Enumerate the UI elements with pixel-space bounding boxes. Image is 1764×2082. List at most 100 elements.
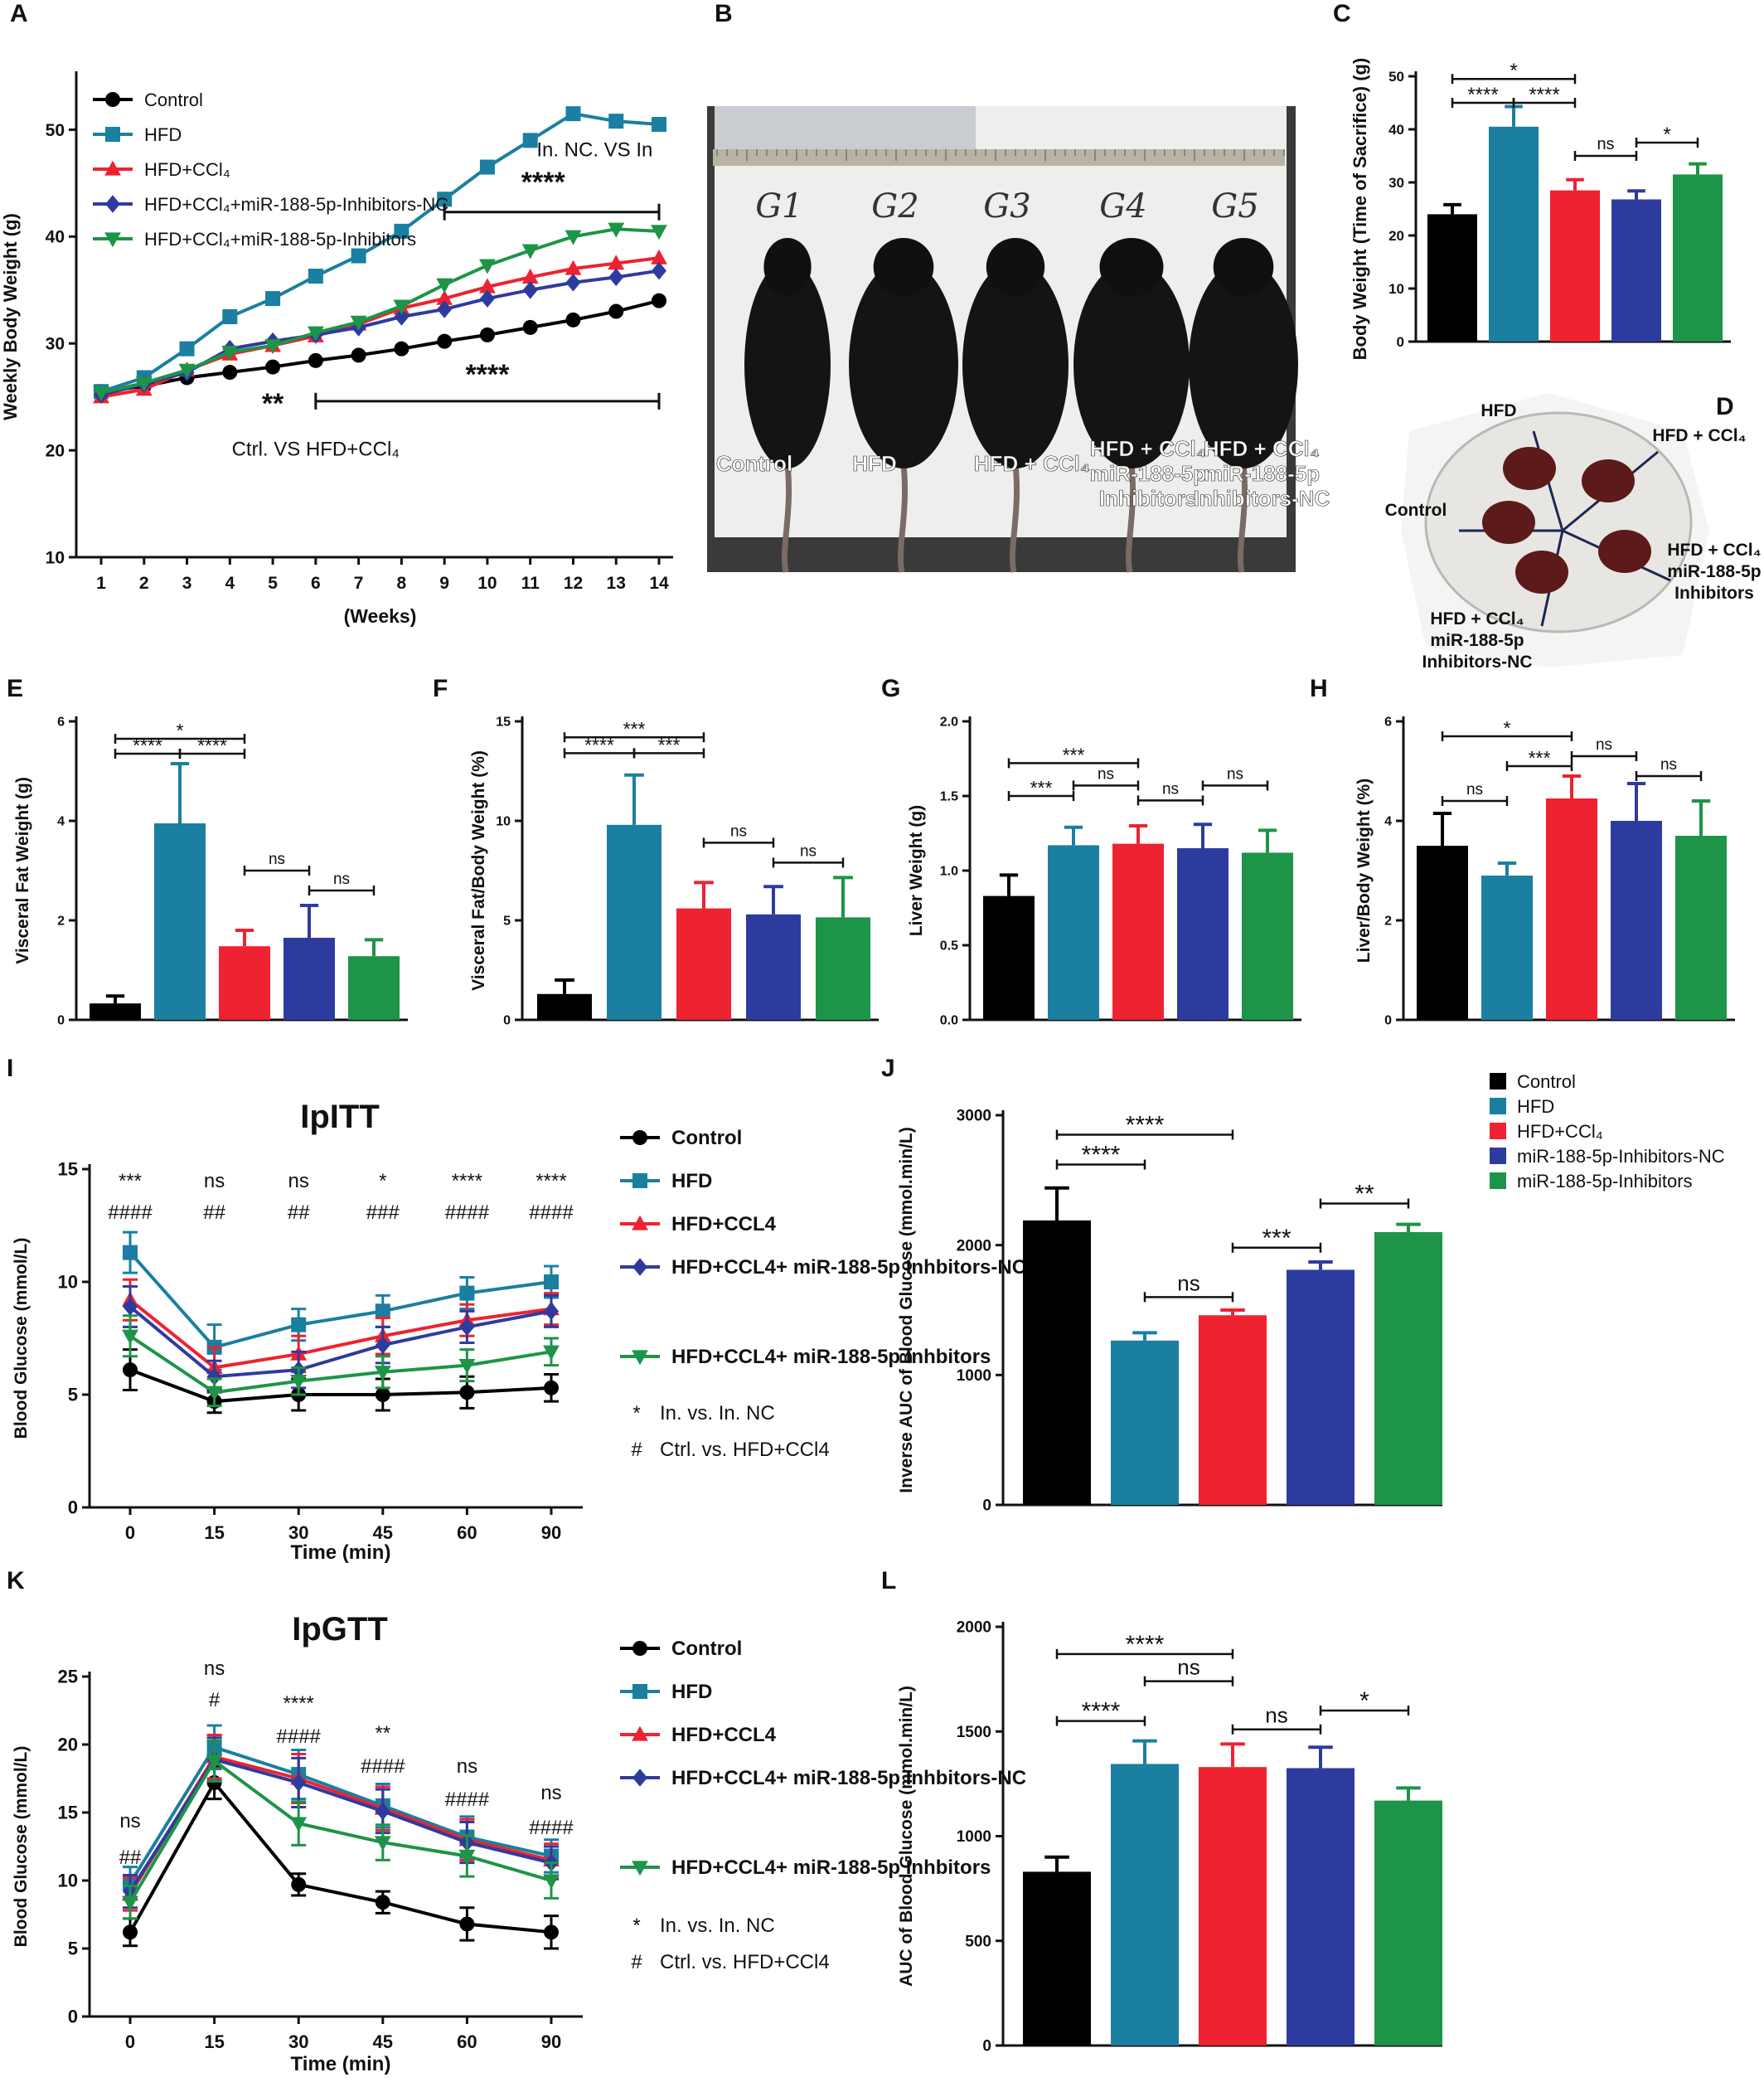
chart-K-hash-label: ####	[277, 1725, 322, 1748]
chart-A-y-tick-label: 10	[46, 548, 65, 567]
chart-I-series-line	[128, 1251, 552, 1350]
mouse-tail	[897, 463, 909, 573]
chart-A-data-point	[308, 352, 323, 368]
chart-K-hash-label: ##	[119, 1847, 142, 1869]
chart-C-y-tick-label: 20	[1388, 228, 1404, 244]
chart-I-star-label: ***	[119, 1170, 142, 1192]
plate-label-inhibitors-2: miR-188-5p	[1667, 562, 1761, 581]
chart-F-y-tick-label: 0	[503, 1014, 511, 1028]
chart-A-annotation: In. NC. VS In	[536, 139, 652, 162]
chart-I-legend-label: HFD+CCL4+ miR-188-5p Inhbitors-NC	[671, 1256, 1026, 1279]
chart-j-legend-swatch	[1490, 1172, 1506, 1189]
chart-H-bar	[1675, 836, 1727, 1020]
mouse-label: Control	[716, 451, 792, 476]
chart-A-x-tick-label: 2	[139, 574, 149, 593]
chart-H-bar	[1611, 821, 1662, 1020]
chart-I-data-point	[290, 1375, 308, 1390]
chart-L-bar	[1374, 1800, 1442, 2046]
chart-I-star-label: ns	[204, 1170, 225, 1192]
chart-I-legend-label: Control	[671, 1127, 742, 1149]
chart-L-sig-label: ****	[1082, 1698, 1121, 1725]
chart-E-bar	[90, 1003, 141, 1020]
plate-label-inhibitors-nc-1: HFD + CCl₄	[1430, 609, 1524, 628]
chart-I-star-label: ****	[536, 1170, 566, 1192]
mouse-head	[986, 238, 1045, 296]
panel-letter-l: L	[881, 1567, 896, 1594]
chart-H-y-tick-label: 0	[1384, 1014, 1392, 1028]
chart-j-legend-swatch	[1490, 1148, 1506, 1164]
chart-G-y-tick-label: 0.5	[940, 939, 958, 954]
chart-A-y-tick-label: 50	[46, 121, 65, 140]
chart-F-bar	[537, 993, 592, 1020]
chart-G-sig-label: ns	[1227, 765, 1243, 783]
chart-A-x-tick-label: 3	[182, 574, 192, 593]
chart-A-data-point	[479, 327, 495, 342]
chart-C-sig-label: ns	[1597, 135, 1614, 153]
chart-i-ipitt: 0 5 10 15 0 15 30 45 60 90 Blood Glucose (mmol/L) T…	[12, 1099, 1026, 1564]
chart-H-bar	[1546, 798, 1597, 1020]
chart-K-legend-marker	[632, 1769, 647, 1787]
chart-K-x-tick-label: 90	[541, 2031, 561, 2052]
chart-A-data-point	[608, 303, 624, 319]
mouse-body	[744, 261, 831, 468]
chart-K-star-label: ns	[204, 1657, 225, 1680]
plate-label-hfd-ccl4: HFD + CCl₄	[1652, 426, 1746, 445]
chart-I-hash-label: ##	[203, 1201, 225, 1224]
mouse-tail	[1237, 463, 1248, 573]
chart-J-bar	[1199, 1315, 1267, 1505]
chart-I-hash-label: ####	[445, 1201, 490, 1224]
chart-A-data-point	[608, 268, 624, 287]
panel-letter-h: H	[1310, 675, 1328, 702]
chart-E-y-tick-label: 4	[57, 815, 65, 829]
chart-A-data-point	[479, 278, 496, 294]
chart-A-data-point	[436, 289, 453, 305]
chart-E-y-tick-label: 2	[57, 915, 65, 929]
chart-K-x-axis-label: Time (min)	[291, 2053, 391, 2075]
chart-I-legend-label: HFD+CCL4+ miR-188-5p Inhbitors	[671, 1346, 991, 1368]
chart-G-y-tick-label: 1.0	[940, 865, 958, 879]
chart-A-data-point	[93, 386, 109, 401]
chart-F-y-tick-label: 5	[503, 915, 511, 929]
liver-sample	[1515, 551, 1568, 594]
chart-H-sig-label: ns	[1660, 756, 1677, 774]
chart-A-data-point	[135, 376, 153, 392]
chart-L-y-axis-label: AUC of Blood Glucose (mmol.min/L)	[897, 1686, 916, 1987]
chart-l-auc: 0 500 1000 1500 2000 **** **** ns ns * AUC of Bloo…	[897, 1619, 1442, 2055]
chart-A-data-point	[437, 300, 453, 318]
chart-A-x-tick-label: 12	[564, 574, 583, 593]
chart-K-y-tick-label: 25	[58, 1667, 78, 1687]
chart-F-y-axis-label: Visceral Fat/Body Weight (%)	[469, 750, 488, 991]
chart-I-y-tick-label: 0	[68, 1497, 78, 1518]
chart-A-x-tick-label: 10	[477, 574, 497, 593]
chart-A-annotation: **	[262, 388, 284, 420]
chart-K-x-tick-label: 0	[125, 2031, 135, 2052]
chart-I-legend-marker	[632, 1130, 647, 1145]
chart-C-bar	[1611, 199, 1661, 342]
chart-j-legend-swatch	[1490, 1098, 1506, 1114]
chart-K-y-tick-label: 5	[68, 1939, 78, 1959]
chart-C-sig-label: *	[1663, 124, 1670, 146]
photo-d-livers: HFD HFD + CCl₄ Control HFD + CCl₄ miR-18…	[1385, 393, 1762, 672]
chart-A-y-tick-label: 40	[46, 228, 65, 247]
chart-A-x-tick-label: 1	[96, 574, 106, 593]
chart-I-x-tick-label: 60	[457, 1522, 477, 1543]
chart-A-data-point	[393, 299, 410, 315]
chart-j-legend-swatch	[1490, 1123, 1506, 1139]
chart-H-bar	[1417, 846, 1468, 1020]
chart-j-legend-label: HFD+CCl₄	[1517, 1121, 1603, 1142]
chart-I-x-tick-label: 90	[541, 1522, 561, 1543]
chart-L-y-tick-label: 500	[965, 1933, 991, 1950]
chart-E-sig-label: ns	[269, 851, 285, 868]
chart-L-sig-label: ns	[1177, 1655, 1199, 1680]
chart-A-data-point	[652, 117, 666, 132]
plate-label-hfd: HFD	[1480, 401, 1516, 420]
chart-A-legend-marker	[105, 127, 120, 142]
chart-C-y-tick-label: 50	[1388, 69, 1404, 85]
chart-J-y-tick-label: 2000	[957, 1237, 991, 1255]
chart-K-note-symbol: *	[632, 1915, 640, 1937]
chart-H-y-tick-label: 4	[1384, 815, 1392, 829]
chart-A-data-point	[565, 312, 581, 328]
chart-K-data-point	[291, 1774, 307, 1792]
